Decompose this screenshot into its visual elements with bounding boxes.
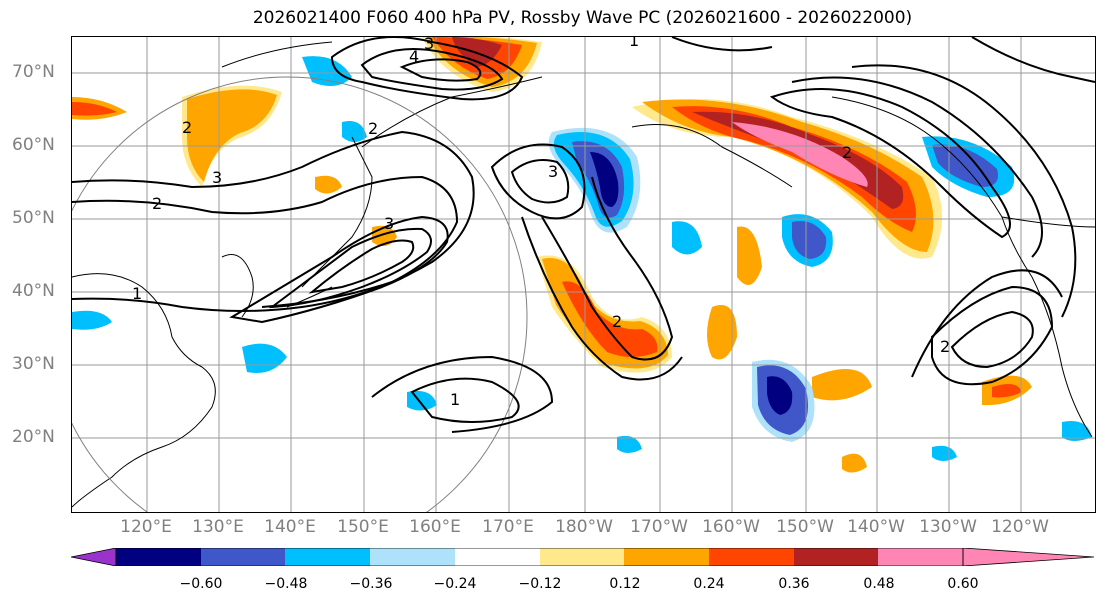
lat-label-30n: 30°N bbox=[12, 354, 55, 374]
colorbar-tick-label: −0.12 bbox=[518, 576, 562, 592]
colorbar-segment bbox=[116, 548, 202, 566]
contour-label: 2 bbox=[612, 312, 622, 331]
lat-label-20n: 20°N bbox=[12, 427, 55, 447]
contour-label: 2 bbox=[182, 118, 192, 137]
colorbar-segment bbox=[878, 548, 964, 566]
colorbar-tick-label: −0.60 bbox=[179, 576, 223, 592]
lon-label-170e: 170°E bbox=[482, 517, 534, 537]
contour-label: 2 bbox=[940, 337, 950, 356]
colorbar-tick-label: 0.24 bbox=[693, 576, 725, 592]
colorbar-tick-label: −0.36 bbox=[349, 576, 393, 592]
contour-label: 2 bbox=[152, 194, 162, 213]
lon-label-160w: 160°W bbox=[702, 517, 760, 537]
lon-label-120w: 120°W bbox=[991, 517, 1049, 537]
lon-label-120e: 120°E bbox=[120, 517, 172, 537]
lon-label-130w: 130°W bbox=[919, 517, 977, 537]
lat-label-50n: 50°N bbox=[12, 208, 55, 228]
contour-label: 2 bbox=[368, 119, 378, 138]
contour-label: 1 bbox=[450, 390, 460, 409]
map-panel: 3 4 1 2 2 3 2 3 3 1 2 1 2 2 bbox=[71, 36, 1096, 513]
colorbar-tick-label: −0.48 bbox=[264, 576, 308, 592]
colorbar-segment bbox=[624, 548, 710, 566]
colorbar bbox=[71, 548, 1094, 566]
lat-label-60n: 60°N bbox=[12, 135, 55, 155]
colorbar-high-extend bbox=[962, 548, 1094, 566]
colorbar-tick-label: −0.24 bbox=[433, 576, 477, 592]
colorbar-frame bbox=[115, 548, 964, 566]
pv-anomaly-fills bbox=[72, 37, 1092, 473]
colorbar-tick-label: 0.60 bbox=[947, 576, 979, 592]
colorbar-segment bbox=[370, 548, 456, 566]
contour-label: 3 bbox=[548, 162, 558, 181]
lon-label-140w: 140°W bbox=[847, 517, 905, 537]
wave-focus-circle bbox=[72, 76, 528, 512]
colorbar-segment bbox=[201, 548, 287, 566]
contour-label: 2 bbox=[842, 143, 852, 162]
colorbar-tick-label: 0.48 bbox=[863, 576, 895, 592]
chart-title: 2026021400 F060 400 hPa PV, Rossby Wave … bbox=[252, 8, 913, 28]
contour-label: 3 bbox=[384, 214, 394, 233]
colorbar-segment bbox=[709, 548, 795, 566]
lon-label-140e: 140°E bbox=[264, 517, 316, 537]
map-canvas: 3 4 1 2 2 3 2 3 3 1 2 1 2 2 bbox=[72, 37, 1095, 512]
colorbar-segment bbox=[285, 548, 371, 566]
lon-label-150w: 150°W bbox=[776, 517, 834, 537]
colorbar-segment bbox=[540, 548, 626, 566]
lon-label-130e: 130°E bbox=[192, 517, 244, 537]
colorbar-tick-label: 0.36 bbox=[778, 576, 810, 592]
lat-label-70n: 70°N bbox=[12, 62, 55, 82]
colorbar-segment bbox=[794, 548, 880, 566]
lon-label-170w: 170°W bbox=[630, 517, 688, 537]
contour-label: 1 bbox=[132, 284, 142, 303]
lat-label-40n: 40°N bbox=[12, 281, 55, 301]
colorbar-segment bbox=[455, 548, 541, 566]
colorbar-tick-label: 0.12 bbox=[609, 576, 641, 592]
contour-label: 4 bbox=[409, 47, 419, 66]
contour-label-group: 3 4 1 2 2 3 2 3 3 1 2 1 2 2 bbox=[132, 37, 950, 409]
colorbar-low-extend bbox=[71, 548, 117, 566]
lon-label-160e: 160°E bbox=[409, 517, 461, 537]
contour-label: 3 bbox=[424, 37, 434, 53]
lon-label-180w: 180°W bbox=[555, 517, 613, 537]
lon-label-150e: 150°E bbox=[337, 517, 389, 537]
contour-label: 3 bbox=[212, 168, 222, 187]
pv-contours bbox=[72, 37, 1095, 433]
contour-label: 1 bbox=[629, 37, 639, 50]
